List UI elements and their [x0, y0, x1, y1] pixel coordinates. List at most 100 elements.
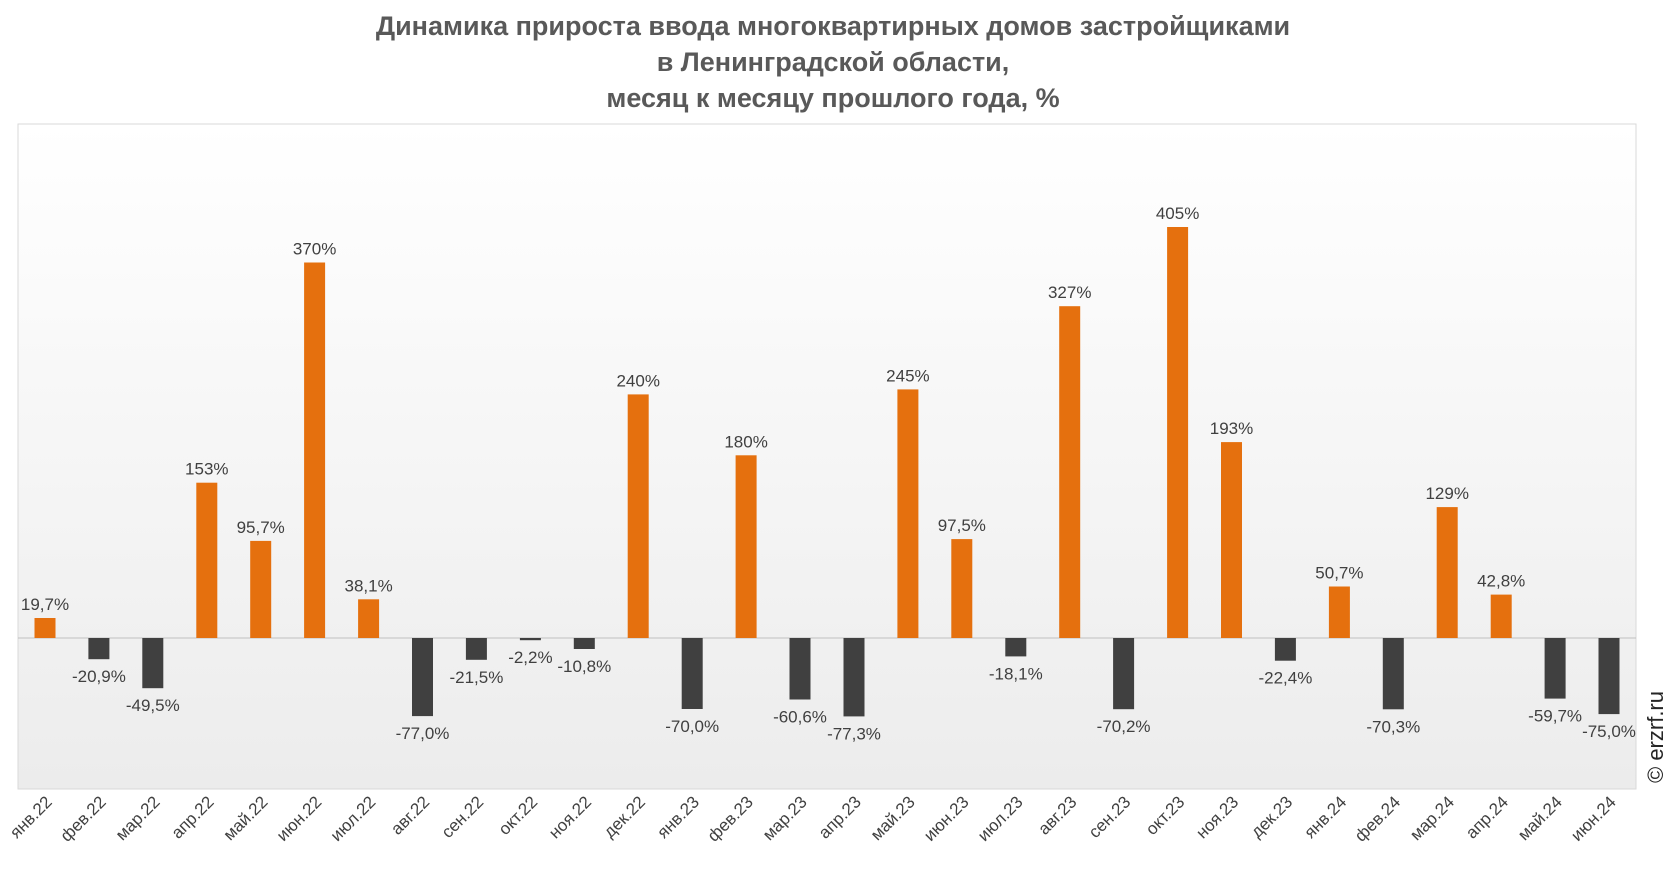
- x-tick-label-янв.23: янв.23: [653, 792, 703, 842]
- value-label-ноя.22: -10,8%: [557, 657, 611, 676]
- x-tick-label-фев.24: фев.24: [1351, 792, 1404, 845]
- x-tick-label-окт.23: окт.23: [1142, 792, 1188, 838]
- x-tick-label-сен.23: сен.23: [1085, 792, 1134, 841]
- bar-янв.22: [34, 618, 56, 638]
- value-label-окт.23: 405%: [1156, 204, 1199, 223]
- bar-май.24: [1544, 638, 1566, 699]
- x-tick-label-июл.22: июл.22: [327, 792, 380, 845]
- value-label-фев.22: -20,9%: [72, 667, 126, 686]
- value-label-мар.24: 129%: [1425, 484, 1468, 503]
- x-tick-label-дек.22: дек.22: [600, 792, 649, 841]
- bar-окт.22: [519, 638, 541, 641]
- value-label-янв.23: -70,0%: [665, 717, 719, 736]
- value-label-июн.23: 97,5%: [938, 516, 986, 535]
- value-label-дек.22: 240%: [616, 371, 659, 390]
- x-tick-label-ноя.22: ноя.22: [545, 792, 595, 842]
- bar-ноя.22: [573, 638, 595, 649]
- bar-сен.23: [1113, 638, 1135, 710]
- bar-окт.23: [1167, 227, 1189, 638]
- value-label-июл.23: -18,1%: [989, 664, 1043, 683]
- bar-май.22: [250, 540, 272, 638]
- chart-title-line-1: Динамика прироста ввода многоквартирных …: [375, 11, 1291, 41]
- x-tick-label-июн.24: июн.24: [1567, 792, 1620, 845]
- bar-сен.22: [465, 638, 487, 660]
- bar-май.23: [897, 389, 919, 638]
- x-tick-label-май.22: май.22: [220, 792, 272, 844]
- value-label-май.24: -59,7%: [1528, 707, 1582, 726]
- bar-июл.23: [1005, 638, 1027, 657]
- bar-июл.22: [358, 599, 380, 638]
- value-label-июн.24: -75,0%: [1582, 722, 1636, 741]
- value-label-ноя.23: 193%: [1210, 419, 1253, 438]
- bars-group: [34, 227, 1620, 717]
- x-tick-label-фев.23: фев.23: [704, 792, 757, 845]
- value-label-янв.22: 19,7%: [21, 595, 69, 614]
- value-label-окт.22: -2,2%: [508, 648, 552, 667]
- value-label-апр.23: -77,3%: [827, 724, 881, 743]
- value-label-сен.23: -70,2%: [1097, 717, 1151, 736]
- value-label-дек.23: -22,4%: [1258, 669, 1312, 688]
- bar-апр.23: [843, 638, 865, 717]
- x-tick-label-май.24: май.24: [1514, 792, 1566, 844]
- x-tick-label-май.23: май.23: [867, 792, 919, 844]
- bar-фев.22: [88, 638, 110, 660]
- chart-title-line-2: в Ленинградской области,: [656, 47, 1010, 77]
- value-label-май.23: 245%: [886, 366, 929, 385]
- bar-янв.23: [681, 638, 703, 709]
- x-tick-label-апр.23: апр.23: [815, 792, 865, 842]
- x-tick-label-мар.23: мар.23: [759, 792, 811, 844]
- value-label-янв.24: 50,7%: [1315, 564, 1363, 583]
- x-tick-label-июл.23: июл.23: [974, 792, 1027, 845]
- bar-авг.23: [1059, 306, 1081, 638]
- bar-янв.24: [1328, 586, 1350, 638]
- bar-фев.24: [1382, 638, 1404, 710]
- x-tick-label-апр.22: апр.22: [168, 792, 218, 842]
- x-tick-label-мар.22: мар.22: [112, 792, 164, 844]
- x-tick-label-фев.22: фев.22: [57, 792, 110, 845]
- x-tick-label-сен.22: сен.22: [438, 792, 487, 841]
- x-tick-label-ноя.23: ноя.23: [1192, 792, 1242, 842]
- bar-июн.23: [951, 539, 973, 638]
- bar-мар.24: [1436, 507, 1458, 638]
- value-label-авг.22: -77,0%: [396, 724, 450, 743]
- value-label-май.22: 95,7%: [237, 518, 285, 537]
- bar-июн.22: [304, 262, 326, 638]
- x-tick-label-окт.22: окт.22: [495, 792, 541, 838]
- value-label-апр.22: 153%: [185, 460, 228, 479]
- value-label-июн.22: 370%: [293, 240, 336, 259]
- x-tick-label-дек.23: дек.23: [1247, 792, 1296, 841]
- x-tick-label-июн.22: июн.22: [273, 792, 326, 845]
- bar-ноя.23: [1221, 442, 1242, 638]
- bar-апр.22: [196, 482, 218, 638]
- value-label-июл.22: 38,1%: [344, 576, 392, 595]
- x-tick-label-янв.24: янв.24: [1301, 792, 1351, 842]
- chart-title-line-3: месяц к месяцу прошлого года, %: [606, 83, 1060, 113]
- bar-мар.22: [142, 638, 164, 689]
- value-labels-group: 19,7% -20,9%-49,5% 153% 95,7% 370% 38,1% -77,0…: [21, 204, 1636, 743]
- value-label-апр.24: 42,8%: [1477, 572, 1525, 591]
- x-tick-label-авг.23: авг.23: [1034, 792, 1080, 838]
- bar-мар.23: [789, 638, 811, 700]
- bar-авг.22: [412, 638, 433, 717]
- x-tick-label-мар.24: мар.24: [1406, 792, 1458, 844]
- x-tick-label-апр.24: апр.24: [1462, 792, 1512, 842]
- value-label-сен.22: -21,5%: [449, 668, 503, 687]
- bar-дек.23: [1274, 638, 1296, 661]
- bar-дек.22: [627, 394, 649, 638]
- x-tick-label-янв.22: янв.22: [6, 792, 56, 842]
- plot-area: [17, 123, 1637, 790]
- value-label-фев.24: -70,3%: [1366, 717, 1420, 736]
- x-tick-label-авг.22: авг.22: [387, 792, 433, 838]
- x-tick-label-июн.23: июн.23: [920, 792, 973, 845]
- value-label-фев.23: 180%: [724, 432, 767, 451]
- value-label-авг.23: 327%: [1048, 283, 1091, 302]
- value-label-мар.22: -49,5%: [126, 696, 180, 715]
- value-label-мар.23: -60,6%: [773, 708, 827, 727]
- bar-фев.23: [735, 455, 757, 638]
- watermark-text: © erzrf.ru: [1643, 691, 1666, 783]
- x-tick-labels-group: янв.22 фев.22 мар.22 апр.22 май.22 июн.22 июл.…: [6, 792, 1620, 845]
- bar-июн.24: [1598, 638, 1620, 715]
- bar-апр.24: [1490, 594, 1512, 638]
- chart-title: Динамика прироста ввода многоквартирных …: [0, 8, 1666, 116]
